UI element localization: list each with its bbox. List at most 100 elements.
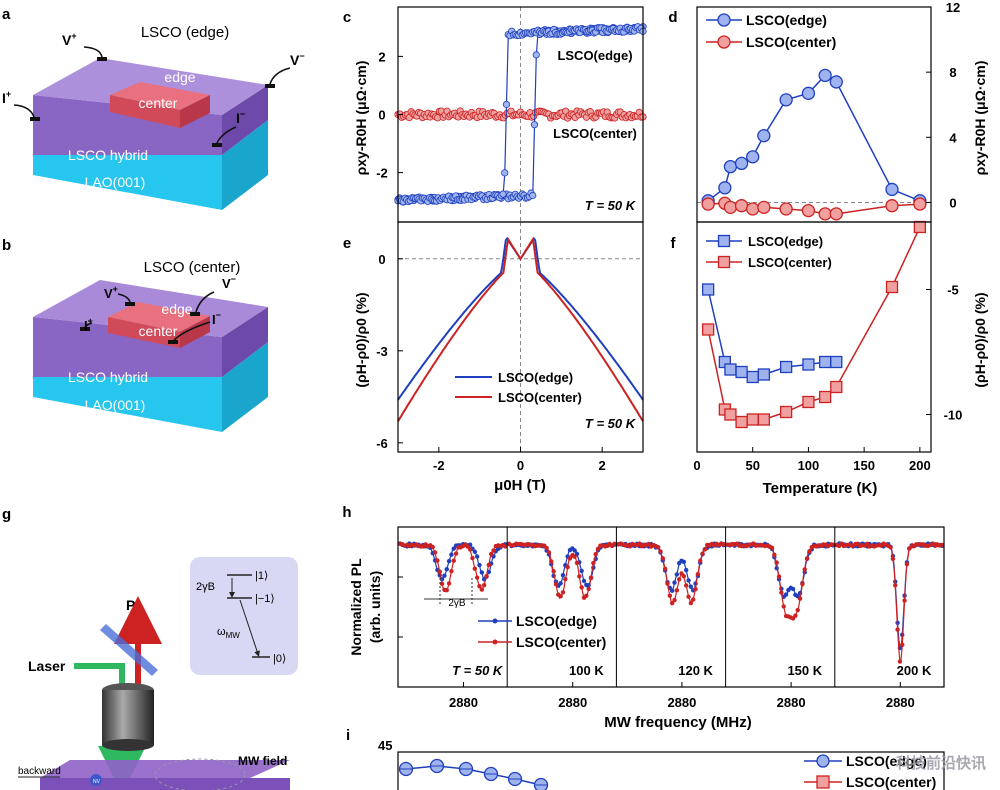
odmr-point [444,588,449,593]
series-point [734,199,749,213]
panel-letter-d: d [668,9,677,26]
watermark: 科技前沿快讯 [895,755,986,772]
odmr-point [565,564,570,570]
odmr-point [474,554,480,559]
substrate-label: LAO(001) [85,174,146,190]
series-point [913,220,927,234]
temperature-label: 150 K [787,663,822,678]
ytick-label: -2 [376,166,388,181]
odmr-point [895,627,900,632]
panel-letter-e: e [343,235,351,252]
ytick-label: 12 [946,0,960,15]
odmr-point [479,570,485,575]
odmr-point [449,568,454,574]
series-point [735,415,748,429]
temp-label-c: T = 50 K [585,198,637,213]
edge-point [501,169,509,177]
legend-label: LSCO(center) [516,634,606,650]
contact-i-minus [212,143,222,147]
odmr-point [544,545,549,551]
odmr-point [688,600,694,606]
odmr-point [793,613,798,618]
odmr-point [783,592,789,597]
edge-label-b: edge [161,301,192,317]
center-top [110,82,210,110]
xtick-label: 2880 [886,695,915,710]
odmr-point [700,551,705,556]
ytick-label: 8 [949,65,956,80]
i-plus-label-b: I+ [84,316,93,333]
ytick-label: -6 [376,436,388,451]
xtick-label: 50 [745,458,759,473]
series-point [885,199,899,213]
odmr-point [477,583,482,589]
odmr-point [683,567,689,573]
xtick-label: 2880 [449,695,478,710]
temperature-label: 100 K [569,663,604,678]
i-minus-label: I− [236,109,245,126]
odmr-point [669,588,675,594]
ytick-label: 2 [378,49,385,64]
odmr-point [795,607,800,613]
odmr-point [890,556,896,562]
odmr-point [698,558,703,563]
odmr-point [474,575,480,580]
ytick-label: 0 [378,252,385,267]
temp-label-e: T = 50 K [585,416,637,431]
odmr-point [481,583,487,588]
odmr-point [888,545,893,550]
center-front-b [108,317,180,348]
odmr-point [503,544,508,549]
substrate-front-b [33,377,222,432]
odmr-point [449,552,454,557]
xtick-label: 2 [599,458,606,473]
odmr-point [563,576,568,582]
series-point [724,363,737,376]
odmr-point [446,558,452,564]
backward-label: backward [18,766,61,777]
odmr-point [691,597,696,602]
odmr-point [797,596,803,601]
odmr-point [591,560,596,566]
series-point [701,197,715,211]
odmr-point [439,581,445,587]
odmr-point [800,581,805,587]
i-plus-label: I+ [2,89,11,106]
panel-i-point [533,777,549,790]
pl-label: PL [126,597,144,613]
panel-a-title: LSCO (edge) [141,24,229,41]
legend-marker [492,639,498,645]
center-side [180,95,210,128]
panel-letter-f: f [671,235,677,252]
contact-v-minus-b [190,312,200,316]
ylabel-h-units: (arb. units) [367,571,383,643]
odmr-line [836,542,943,650]
series-point [746,413,759,426]
xtick-label: -2 [433,458,445,473]
xtick-label: 100 [798,458,820,473]
odmr-point [688,584,694,589]
odmr-point [702,547,708,552]
odmr-point [567,556,573,561]
xlabel-e: μ0H (T) [494,477,546,494]
panel-letter-b: b [2,237,11,254]
ylabel-h: Normalized PL [348,558,364,656]
dichroic-mirror [100,624,158,676]
objective-lens [102,690,154,745]
series-point [723,200,738,214]
panel-i-legend-center: LSCO(center) [846,774,936,790]
panel-b: b LSCO (center) edge center LSCO hybrid … [2,237,268,432]
xtick-label: 0 [517,458,524,473]
series-point [802,358,815,371]
temperature-label: T = 50 K [452,663,504,678]
contact-v-minus [265,84,275,88]
odmr-point [593,552,598,557]
center-label: center [139,95,178,111]
panel-i-legend-edge-marker [816,754,830,768]
odmr-point [560,572,566,578]
series-point [802,395,815,409]
odmr-point [491,548,496,553]
substrate-side [222,120,268,210]
contact-v-plus [97,57,107,61]
nv-label: NV [93,779,101,785]
